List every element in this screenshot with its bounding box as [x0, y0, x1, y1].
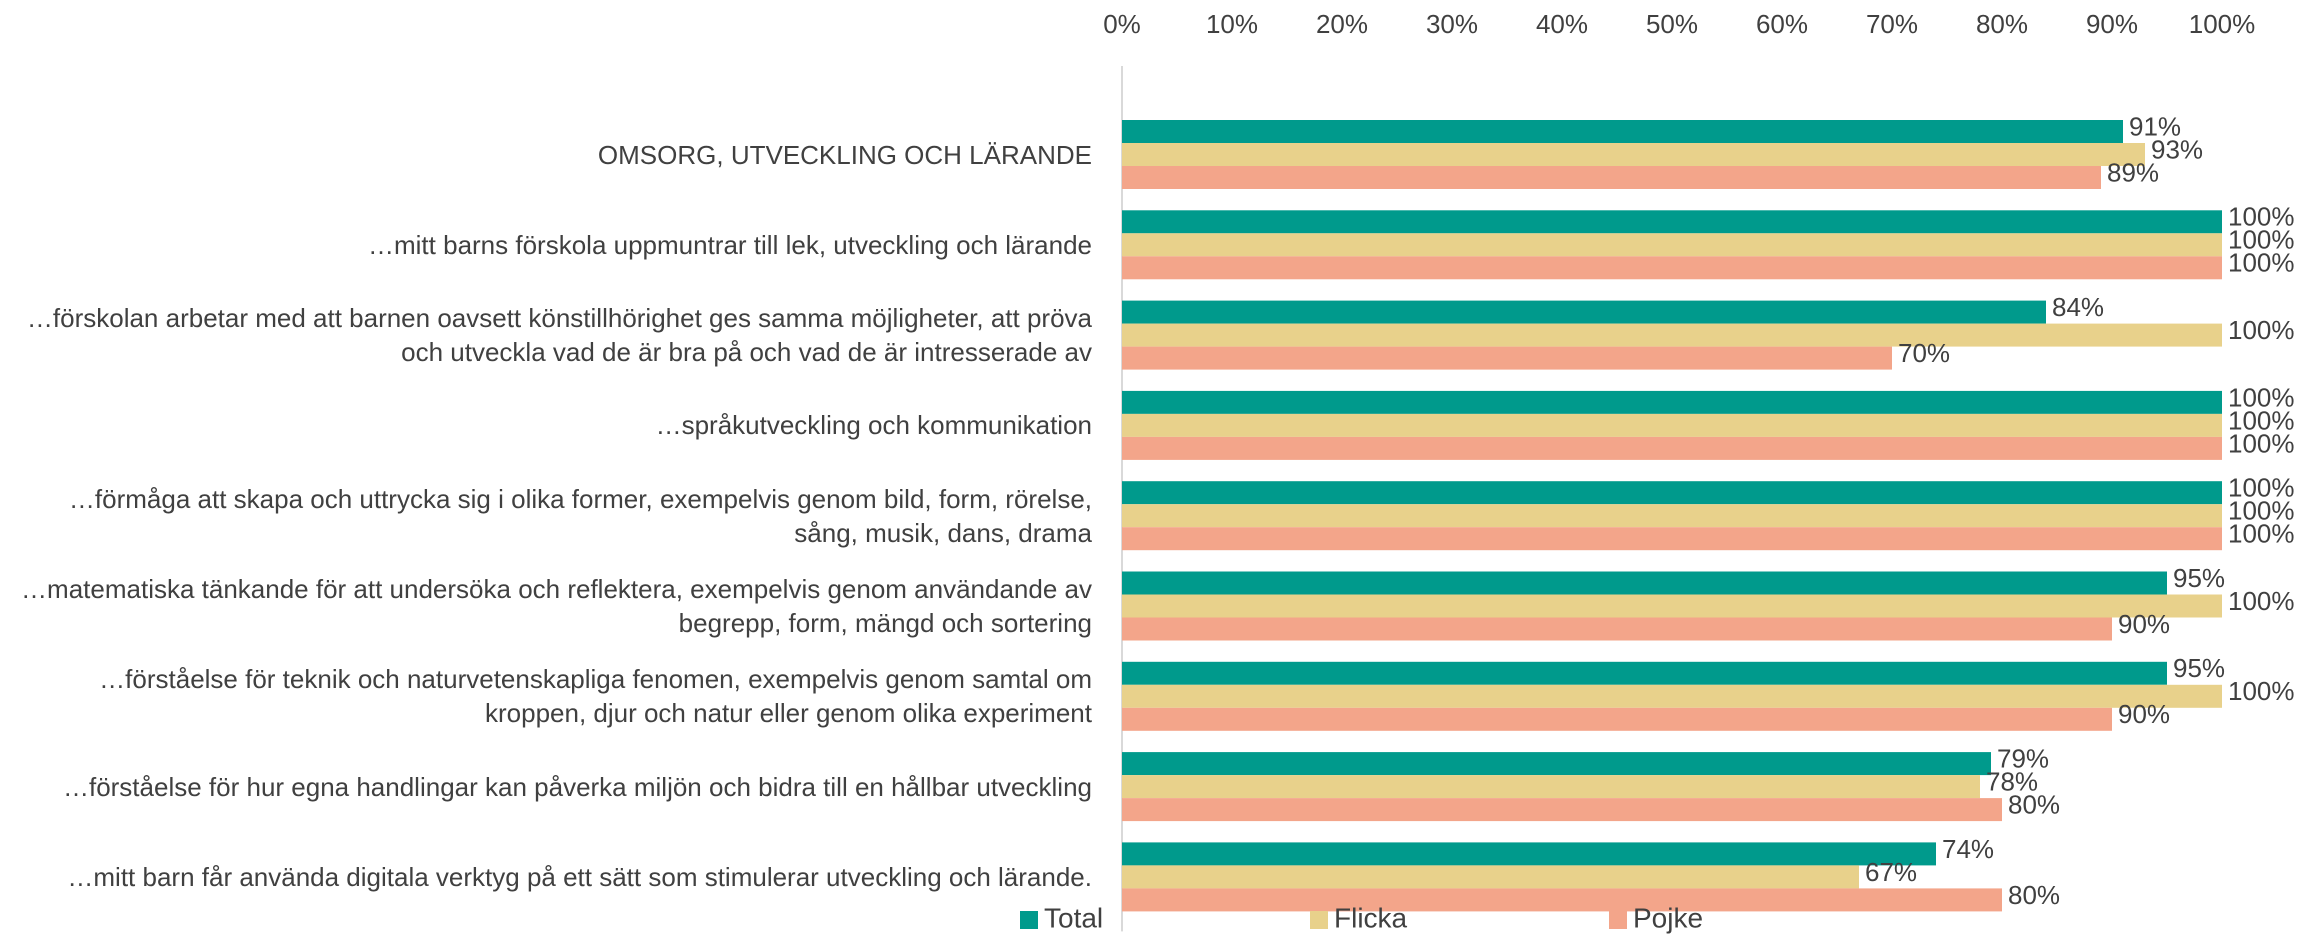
legend-swatch	[1020, 911, 1038, 929]
data-label: 100%	[2228, 248, 2295, 278]
bar	[1122, 481, 2222, 505]
bar	[1122, 594, 2222, 618]
data-label: 100%	[2228, 473, 2295, 503]
data-label: 90%	[2118, 699, 2170, 729]
legend-swatch	[1609, 911, 1627, 929]
data-label: 91%	[2129, 111, 2181, 141]
x-tick-label: 10%	[1206, 9, 1258, 39]
data-label: 93%	[2151, 134, 2203, 164]
category-label-box: …mitt barns förskola uppmuntrar till lek…	[368, 229, 1092, 260]
category-label-box: …språkutveckling och kommunikation	[655, 410, 1092, 441]
data-label: 100%	[2228, 676, 2295, 706]
bar	[1122, 323, 2222, 347]
x-tick-label: 50%	[1646, 9, 1698, 39]
data-label: 90%	[2118, 609, 2170, 639]
data-label: 80%	[2008, 789, 2060, 819]
bar	[1122, 527, 2222, 551]
category-label: …mitt barns förskola uppmuntrar till lek…	[368, 229, 1092, 260]
x-tick-label: 40%	[1536, 9, 1588, 39]
bar	[1122, 300, 2046, 324]
data-label: 100%	[2228, 202, 2295, 232]
category-label: …matematiska tänkande för att undersöka …	[21, 574, 1092, 638]
x-tick-label: 70%	[1866, 9, 1918, 39]
data-label: 100%	[2228, 428, 2295, 458]
legend-label: Pojke	[1633, 902, 1703, 933]
category-label-box: …förmåga att skapa och uttrycka sig i ol…	[68, 483, 1092, 548]
x-tick-label: 100%	[2189, 9, 2256, 39]
x-tick-label: 60%	[1756, 9, 1808, 39]
bar	[1122, 210, 2222, 234]
bar	[1122, 707, 2112, 731]
bar	[1122, 571, 2167, 595]
category-label: …språkutveckling och kommunikation	[655, 410, 1092, 441]
data-label: 67%	[1865, 857, 1917, 887]
x-tick-label: 30%	[1426, 9, 1478, 39]
bar	[1122, 390, 2222, 414]
category-label: …förståelse för hur egna handlingar kan …	[62, 771, 1092, 802]
data-label: 100%	[2228, 405, 2295, 435]
category-label: …förståelse för teknik och naturvetenska…	[99, 664, 1092, 729]
bar	[1122, 617, 2112, 641]
data-label: 95%	[2173, 563, 2225, 593]
legend-label: Flicka	[1334, 902, 1408, 933]
legend-label: Total	[1044, 902, 1103, 933]
data-label: 78%	[1986, 766, 2038, 796]
category-label: …förmåga att skapa och uttrycka sig i ol…	[68, 483, 1092, 548]
bar	[1122, 798, 2002, 822]
data-label: 100%	[2228, 496, 2295, 526]
category-label: OMSORG, UTVECKLING OCH LÄRANDE	[597, 139, 1092, 170]
x-tick-label: 90%	[2086, 9, 2138, 39]
category-label-box: OMSORG, UTVECKLING OCH LÄRANDE	[597, 139, 1092, 170]
category-label: …förskolan arbetar med att barnen oavset…	[26, 303, 1092, 368]
data-label: 100%	[2228, 315, 2295, 345]
category-label-box: …matematiska tänkande för att undersöka …	[21, 574, 1092, 638]
category-label: …mitt barn får använda digitala verktyg …	[67, 861, 1092, 892]
category-label-box: …förståelse för hur egna handlingar kan …	[62, 771, 1092, 802]
bar	[1122, 888, 2002, 912]
data-label: 74%	[1942, 834, 1994, 864]
bar	[1122, 842, 1936, 866]
data-label: 79%	[1997, 743, 2049, 773]
bar	[1122, 256, 2222, 280]
bar	[1122, 504, 2222, 528]
data-label: 80%	[2008, 880, 2060, 910]
bar	[1122, 775, 1980, 799]
data-label: 100%	[2228, 586, 2295, 616]
category-label-box: …mitt barn får använda digitala verktyg …	[67, 861, 1092, 892]
data-label: 84%	[2052, 292, 2104, 322]
bar	[1122, 346, 1892, 370]
bar	[1122, 865, 1859, 889]
bar	[1122, 684, 2222, 708]
category-label-box: …förskolan arbetar med att barnen oavset…	[26, 303, 1092, 368]
data-label: 100%	[2228, 519, 2295, 549]
legend-swatch	[1310, 911, 1328, 929]
bar	[1122, 143, 2145, 166]
bar	[1122, 413, 2222, 437]
data-label: 100%	[2228, 382, 2295, 412]
x-tick-label: 0%	[1103, 9, 1141, 39]
data-label: 89%	[2107, 157, 2159, 187]
bar	[1122, 752, 1991, 776]
x-tick-label: 80%	[1976, 9, 2028, 39]
data-label: 100%	[2228, 225, 2295, 255]
bar	[1122, 233, 2222, 257]
category-label-box: …förståelse för teknik och naturvetenska…	[99, 664, 1092, 729]
bar	[1122, 166, 2101, 189]
bar	[1122, 436, 2222, 460]
data-label: 95%	[2173, 653, 2225, 683]
bar	[1122, 120, 2123, 143]
data-label: 70%	[1898, 338, 1950, 368]
x-tick-label: 20%	[1316, 9, 1368, 39]
bar	[1122, 661, 2167, 685]
